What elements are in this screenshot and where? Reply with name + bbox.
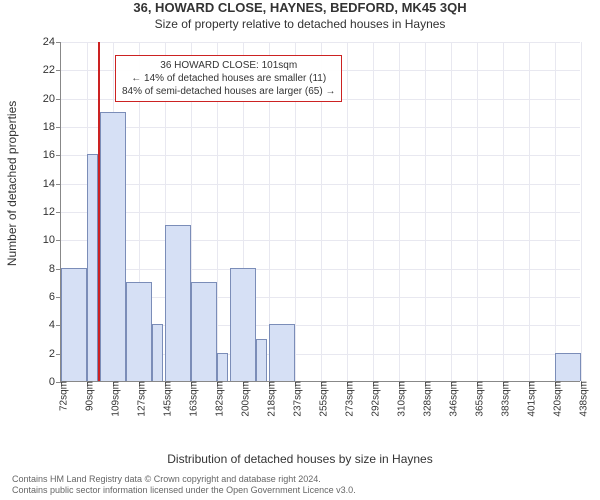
ytick-label: 10 [43, 234, 61, 246]
ytick-label: 6 [49, 291, 61, 303]
footer-attribution: Contains HM Land Registry data © Crown c… [12, 474, 356, 496]
xtick-label: 218sqm [261, 381, 278, 417]
histogram-bar [217, 353, 228, 381]
ytick-label: 22 [43, 64, 61, 76]
xtick-label: 182sqm [209, 381, 226, 417]
ytick-label: 2 [49, 348, 61, 360]
page-subtitle: Size of property relative to detached ho… [0, 17, 600, 31]
y-axis-label: Number of detached properties [5, 101, 19, 266]
ytick-label: 14 [43, 178, 61, 190]
xtick-label: 273sqm [339, 381, 356, 417]
ytick-label: 20 [43, 93, 61, 105]
gridline-v [425, 42, 426, 381]
page-title: 36, HOWARD CLOSE, HAYNES, BEDFORD, MK45 … [0, 0, 600, 15]
xtick-label: 292sqm [365, 381, 382, 417]
ytick-label: 8 [49, 263, 61, 275]
xtick-label: 145sqm [157, 381, 174, 417]
xtick-label: 346sqm [443, 381, 460, 417]
ytick-label: 4 [49, 319, 61, 331]
gridline-v [503, 42, 504, 381]
xtick-label: 310sqm [391, 381, 408, 417]
histogram-bar [191, 282, 217, 381]
xtick-label: 90sqm [79, 381, 96, 411]
xtick-label: 163sqm [183, 381, 200, 417]
info-line-2: ← 14% of detached houses are smaller (11… [122, 72, 335, 85]
histogram-bar [100, 112, 126, 381]
gridline-v [347, 42, 348, 381]
gridline-v [373, 42, 374, 381]
xtick-label: 127sqm [131, 381, 148, 417]
xtick-label: 401sqm [521, 381, 538, 417]
ytick-label: 18 [43, 121, 61, 133]
ytick-label: 24 [43, 36, 61, 48]
histogram-bar [555, 353, 581, 381]
xtick-label: 383sqm [495, 381, 512, 417]
gridline-v [581, 42, 582, 381]
histogram-bar [256, 339, 267, 382]
histogram-bar [126, 282, 152, 381]
gridline-v [529, 42, 530, 381]
xtick-label: 72sqm [53, 381, 70, 411]
x-axis-label: Distribution of detached houses by size … [0, 452, 600, 466]
gridline-v [555, 42, 556, 381]
histogram-bar [87, 154, 98, 381]
xtick-label: 420sqm [547, 381, 564, 417]
xtick-label: 328sqm [417, 381, 434, 417]
gridline-v [399, 42, 400, 381]
footer-line-1: Contains HM Land Registry data © Crown c… [12, 474, 356, 485]
xtick-label: 365sqm [469, 381, 486, 417]
info-line-1: 36 HOWARD CLOSE: 101sqm [122, 59, 335, 72]
xtick-label: 109sqm [105, 381, 122, 417]
xtick-label: 255sqm [313, 381, 330, 417]
ytick-label: 16 [43, 149, 61, 161]
histogram-bar [230, 268, 256, 381]
info-line-3: 84% of semi-detached houses are larger (… [122, 85, 335, 98]
histogram-bar [165, 225, 191, 381]
footer-line-2: Contains public sector information licen… [12, 485, 356, 496]
histogram-bar [269, 324, 295, 381]
gridline-v [451, 42, 452, 381]
histogram-bar [61, 268, 87, 381]
xtick-label: 200sqm [235, 381, 252, 417]
xtick-label: 438sqm [573, 381, 590, 417]
reference-line [98, 42, 100, 381]
ytick-label: 12 [43, 206, 61, 218]
reference-info-box: 36 HOWARD CLOSE: 101sqm ← 14% of detache… [115, 55, 342, 102]
histogram-bar [152, 324, 163, 381]
xtick-label: 237sqm [287, 381, 304, 417]
gridline-v [477, 42, 478, 381]
